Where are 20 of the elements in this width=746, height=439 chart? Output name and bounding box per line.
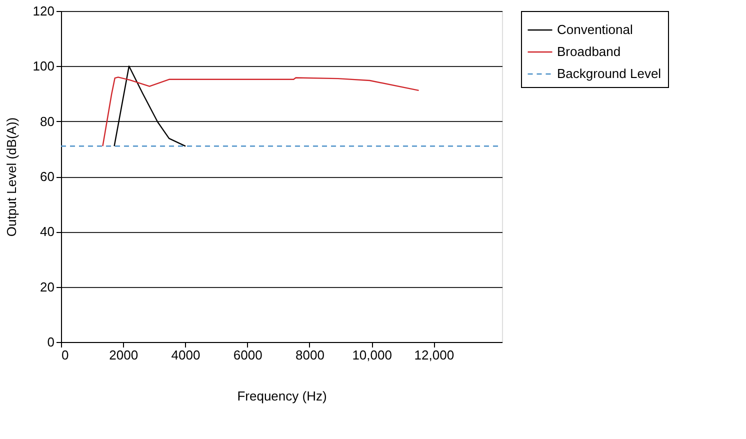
x-tick-label: 0 [62, 348, 69, 362]
x-tick-label: 10,000 [352, 348, 392, 362]
x-tick-label: 4000 [171, 348, 200, 362]
y-tick-label: 120 [32, 4, 54, 18]
y-axis-title: Output Level (dB(A)) [4, 117, 19, 237]
x-tick-label: 8000 [295, 348, 324, 362]
legend-label: Background Level [557, 66, 662, 81]
line-series [102, 76, 420, 147]
y-tick-label: 80 [40, 114, 54, 129]
x-tick-label: 12,000 [414, 348, 454, 362]
y-tick-label: 0 [47, 334, 54, 350]
y-tick-label: 40 [40, 224, 54, 240]
x-tick-label: 2000 [109, 348, 138, 362]
x-tick-label: 6000 [233, 348, 262, 362]
legend-label: Conventional [557, 22, 633, 37]
y-tick-label: 60 [40, 169, 54, 184]
y-tick-label: 100 [32, 58, 54, 74]
y-tick-label: 20 [40, 279, 54, 294]
x-axis-title: Frequency (Hz) [237, 388, 327, 404]
legend-label: Broadband [557, 44, 621, 59]
